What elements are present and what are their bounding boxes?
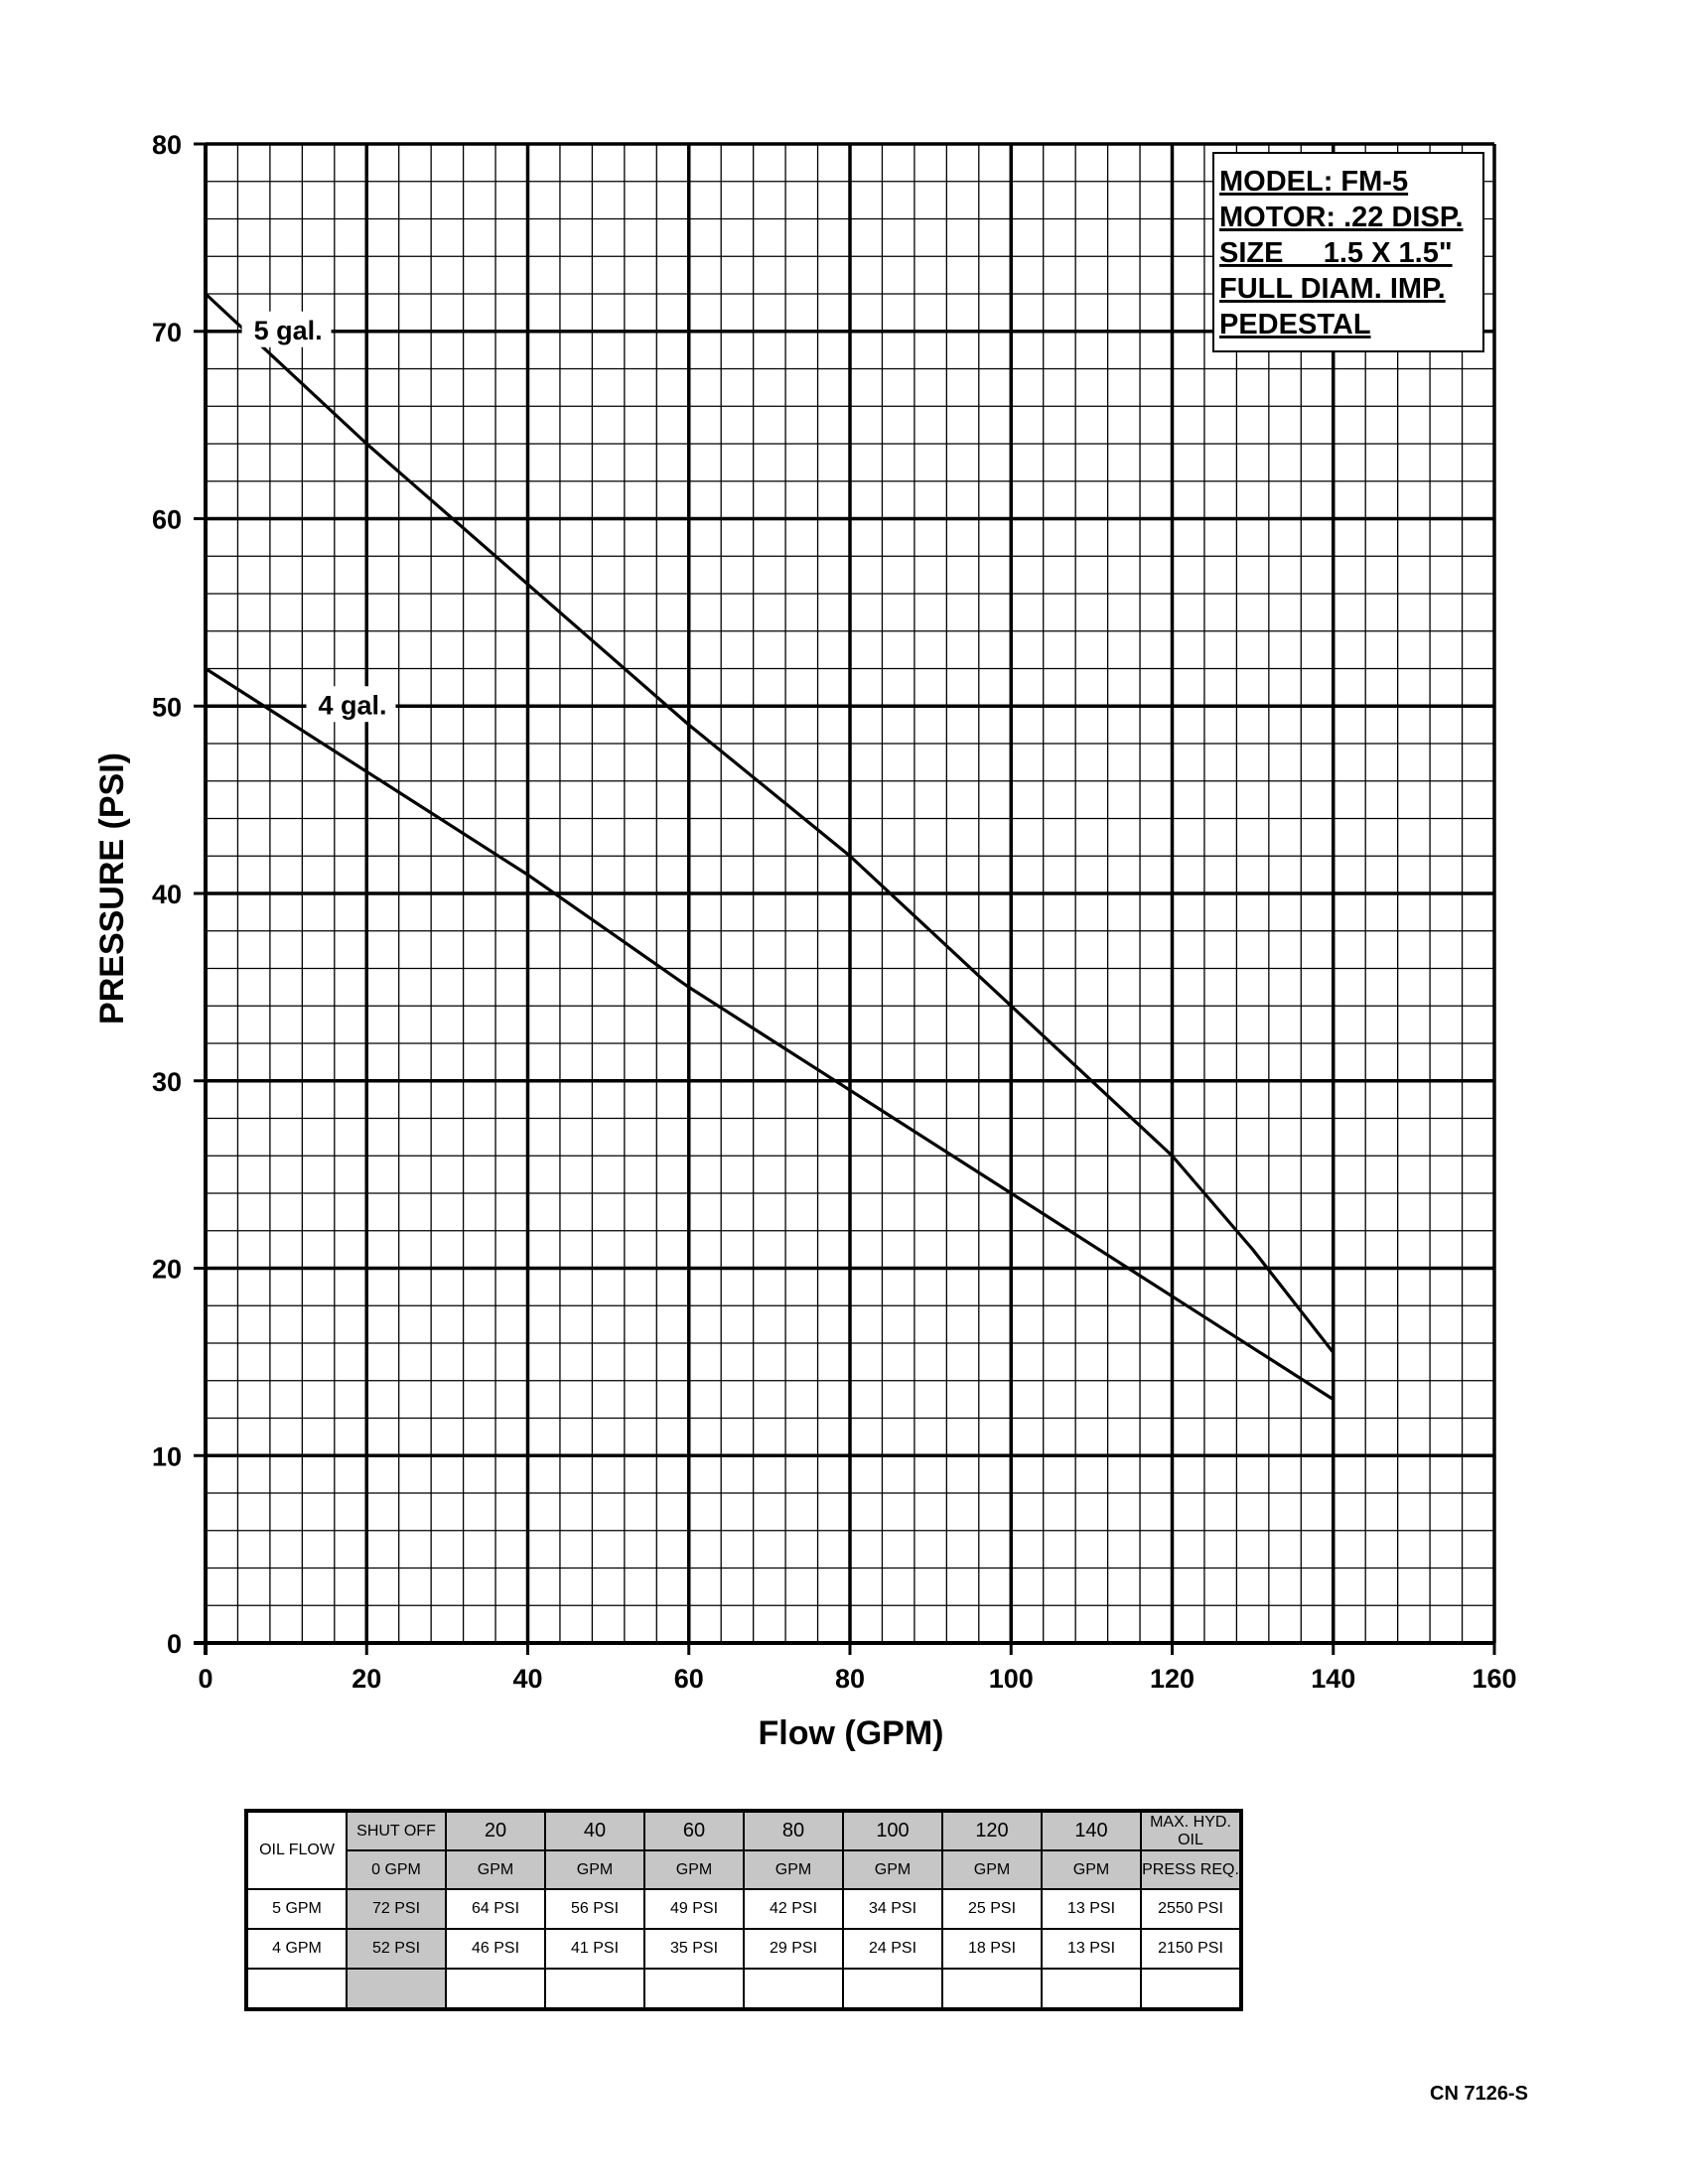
x-tick-label: 40 [512,1664,542,1694]
y-axis-title: PRESSURE (PSI) [93,752,131,1024]
col-header-bottom: GPM [1041,1849,1142,1890]
legend-line: FULL DIAM. IMP. [1219,273,1446,305]
series-label-bg [306,686,396,723]
col-header-top: 20 [445,1810,546,1851]
x-tick-label: 160 [1472,1664,1516,1694]
y-tick-label: 40 [152,880,182,909]
table-header-row-bottom: 0 GPM GPM GPM GPM GPM GPM GPM GPM PRESS … [246,1849,1242,1890]
series-label-bg [241,311,332,347]
col-header-top: 100 [842,1810,943,1851]
table-cell: 34 PSI [842,1888,943,1930]
y-tick-label: 70 [152,318,182,347]
series-label-1: 4 gal. [318,690,386,720]
row-label: 4 GPM [245,1928,348,1970]
x-tick-label: 100 [989,1664,1034,1694]
legend-box: MODEL: FM-5 MOTOR: .22 DISP. SIZE 1.5 X 1.… [1212,152,1484,352]
col-header-bottom: GPM [445,1849,546,1890]
series-line-1 [205,667,1335,1401]
col-header-bottom: 0 GPM [346,1849,447,1890]
x-tick-label: 120 [1150,1664,1195,1694]
x-axis-title: Flow (GPM) [759,1714,944,1752]
table-cell: 25 PSI [941,1888,1043,1930]
y-tick-label: 60 [152,505,182,535]
table-cell: 49 PSI [643,1888,745,1930]
table-cell-empty [245,1968,348,2010]
y-tick-label: 50 [152,692,182,722]
table-row: 5 GPM 72 PSI 64 PSI 56 PSI 49 PSI 42 PSI… [245,1888,1242,1930]
row-label: 5 GPM [245,1888,348,1930]
col-header-bottom: GPM [743,1849,844,1890]
col-header-top: SHUT OFF [346,1810,447,1851]
table-cell-empty [941,1968,1043,2010]
table-cell: 64 PSI [445,1888,546,1930]
performance-table: OIL FLOW SHUT OFF 20 40 60 80 100 120 14… [244,1809,1243,2011]
y-tick-label: 30 [152,1067,182,1097]
table-row-empty [245,1968,1242,2010]
legend-line: MODEL: FM-5 [1219,166,1408,198]
table-cell: 13 PSI [1041,1888,1142,1930]
table-cell-empty [842,1968,943,2010]
table-cell: 56 PSI [544,1888,645,1930]
legend-line: MOTOR: .22 DISP. [1219,202,1464,233]
table-cell-empty [643,1968,745,2010]
col-header-top: 60 [643,1810,745,1851]
col-header-top: 120 [941,1810,1043,1851]
table-cell-empty [1041,1968,1142,2010]
x-tick-label: 80 [835,1664,865,1694]
table-cell: 72 PSI [346,1888,447,1930]
table-cell: 2150 PSI [1140,1928,1242,1970]
y-tick-label: 80 [152,130,182,160]
major-grid [194,142,1496,1655]
col-header-top: 80 [743,1810,844,1851]
y-tick-label: 0 [167,1629,182,1659]
curves: 5 gal. 4 gal. [204,292,1336,1401]
table-cell-empty [1140,1968,1242,2010]
col-header-bottom: GPM [643,1849,745,1890]
legend-line: PEDESTAL [1219,309,1371,341]
table-cell: 24 PSI [842,1928,943,1970]
table-cell: 2550 PSI [1140,1888,1242,1930]
col-header-bottom: GPM [544,1849,645,1890]
table-cell-empty [544,1968,645,2010]
col-header-top: 40 [544,1810,645,1851]
table-cell: 52 PSI [346,1928,447,1970]
table-cell: 35 PSI [643,1928,745,1970]
col-header-bottom: GPM [941,1849,1043,1890]
col-header-top: MAX. HYD. OIL [1140,1810,1242,1851]
table-cell-empty [743,1968,844,2010]
x-tick-label: 20 [352,1664,381,1694]
x-tick-label: 60 [674,1664,704,1694]
table-header-row-top: OIL FLOW SHUT OFF 20 40 60 80 100 120 14… [245,1810,1242,1890]
x-tick-label: 140 [1311,1664,1355,1694]
y-tick-label: 10 [152,1441,182,1471]
tick-labels: 0 20 40 60 80 100 120 140 160 0 10 20 30 40 50 60 70 80 [152,130,1517,1694]
oil-flow-header: OIL FLOW [245,1810,348,1890]
series-label-0: 5 gal. [254,316,323,345]
table-cell: 42 PSI [743,1888,844,1930]
document-code: CN 7126-S [1430,2083,1528,2105]
table-cell: 18 PSI [941,1928,1043,1970]
col-header-bottom: PRESS REQ. [1140,1849,1242,1890]
col-header-bottom: GPM [842,1849,943,1890]
legend-frame [1212,152,1484,352]
table-row: 4 GPM 52 PSI 46 PSI 41 PSI 35 PSI 29 PSI… [245,1928,1242,1970]
table-cell: 13 PSI [1041,1928,1142,1970]
legend-line: SIZE 1.5 X 1.5" [1219,237,1453,269]
series-line-0 [204,292,1336,1354]
x-tick-label: 0 [198,1664,212,1694]
table-cell-empty [346,1968,447,2010]
table-cell: 29 PSI [743,1928,844,1970]
table-cell: 41 PSI [544,1928,645,1970]
table-cell: 46 PSI [445,1928,546,1970]
col-header-top: 140 [1041,1810,1142,1851]
y-tick-label: 20 [152,1255,182,1285]
table-cell-empty [445,1968,546,2010]
